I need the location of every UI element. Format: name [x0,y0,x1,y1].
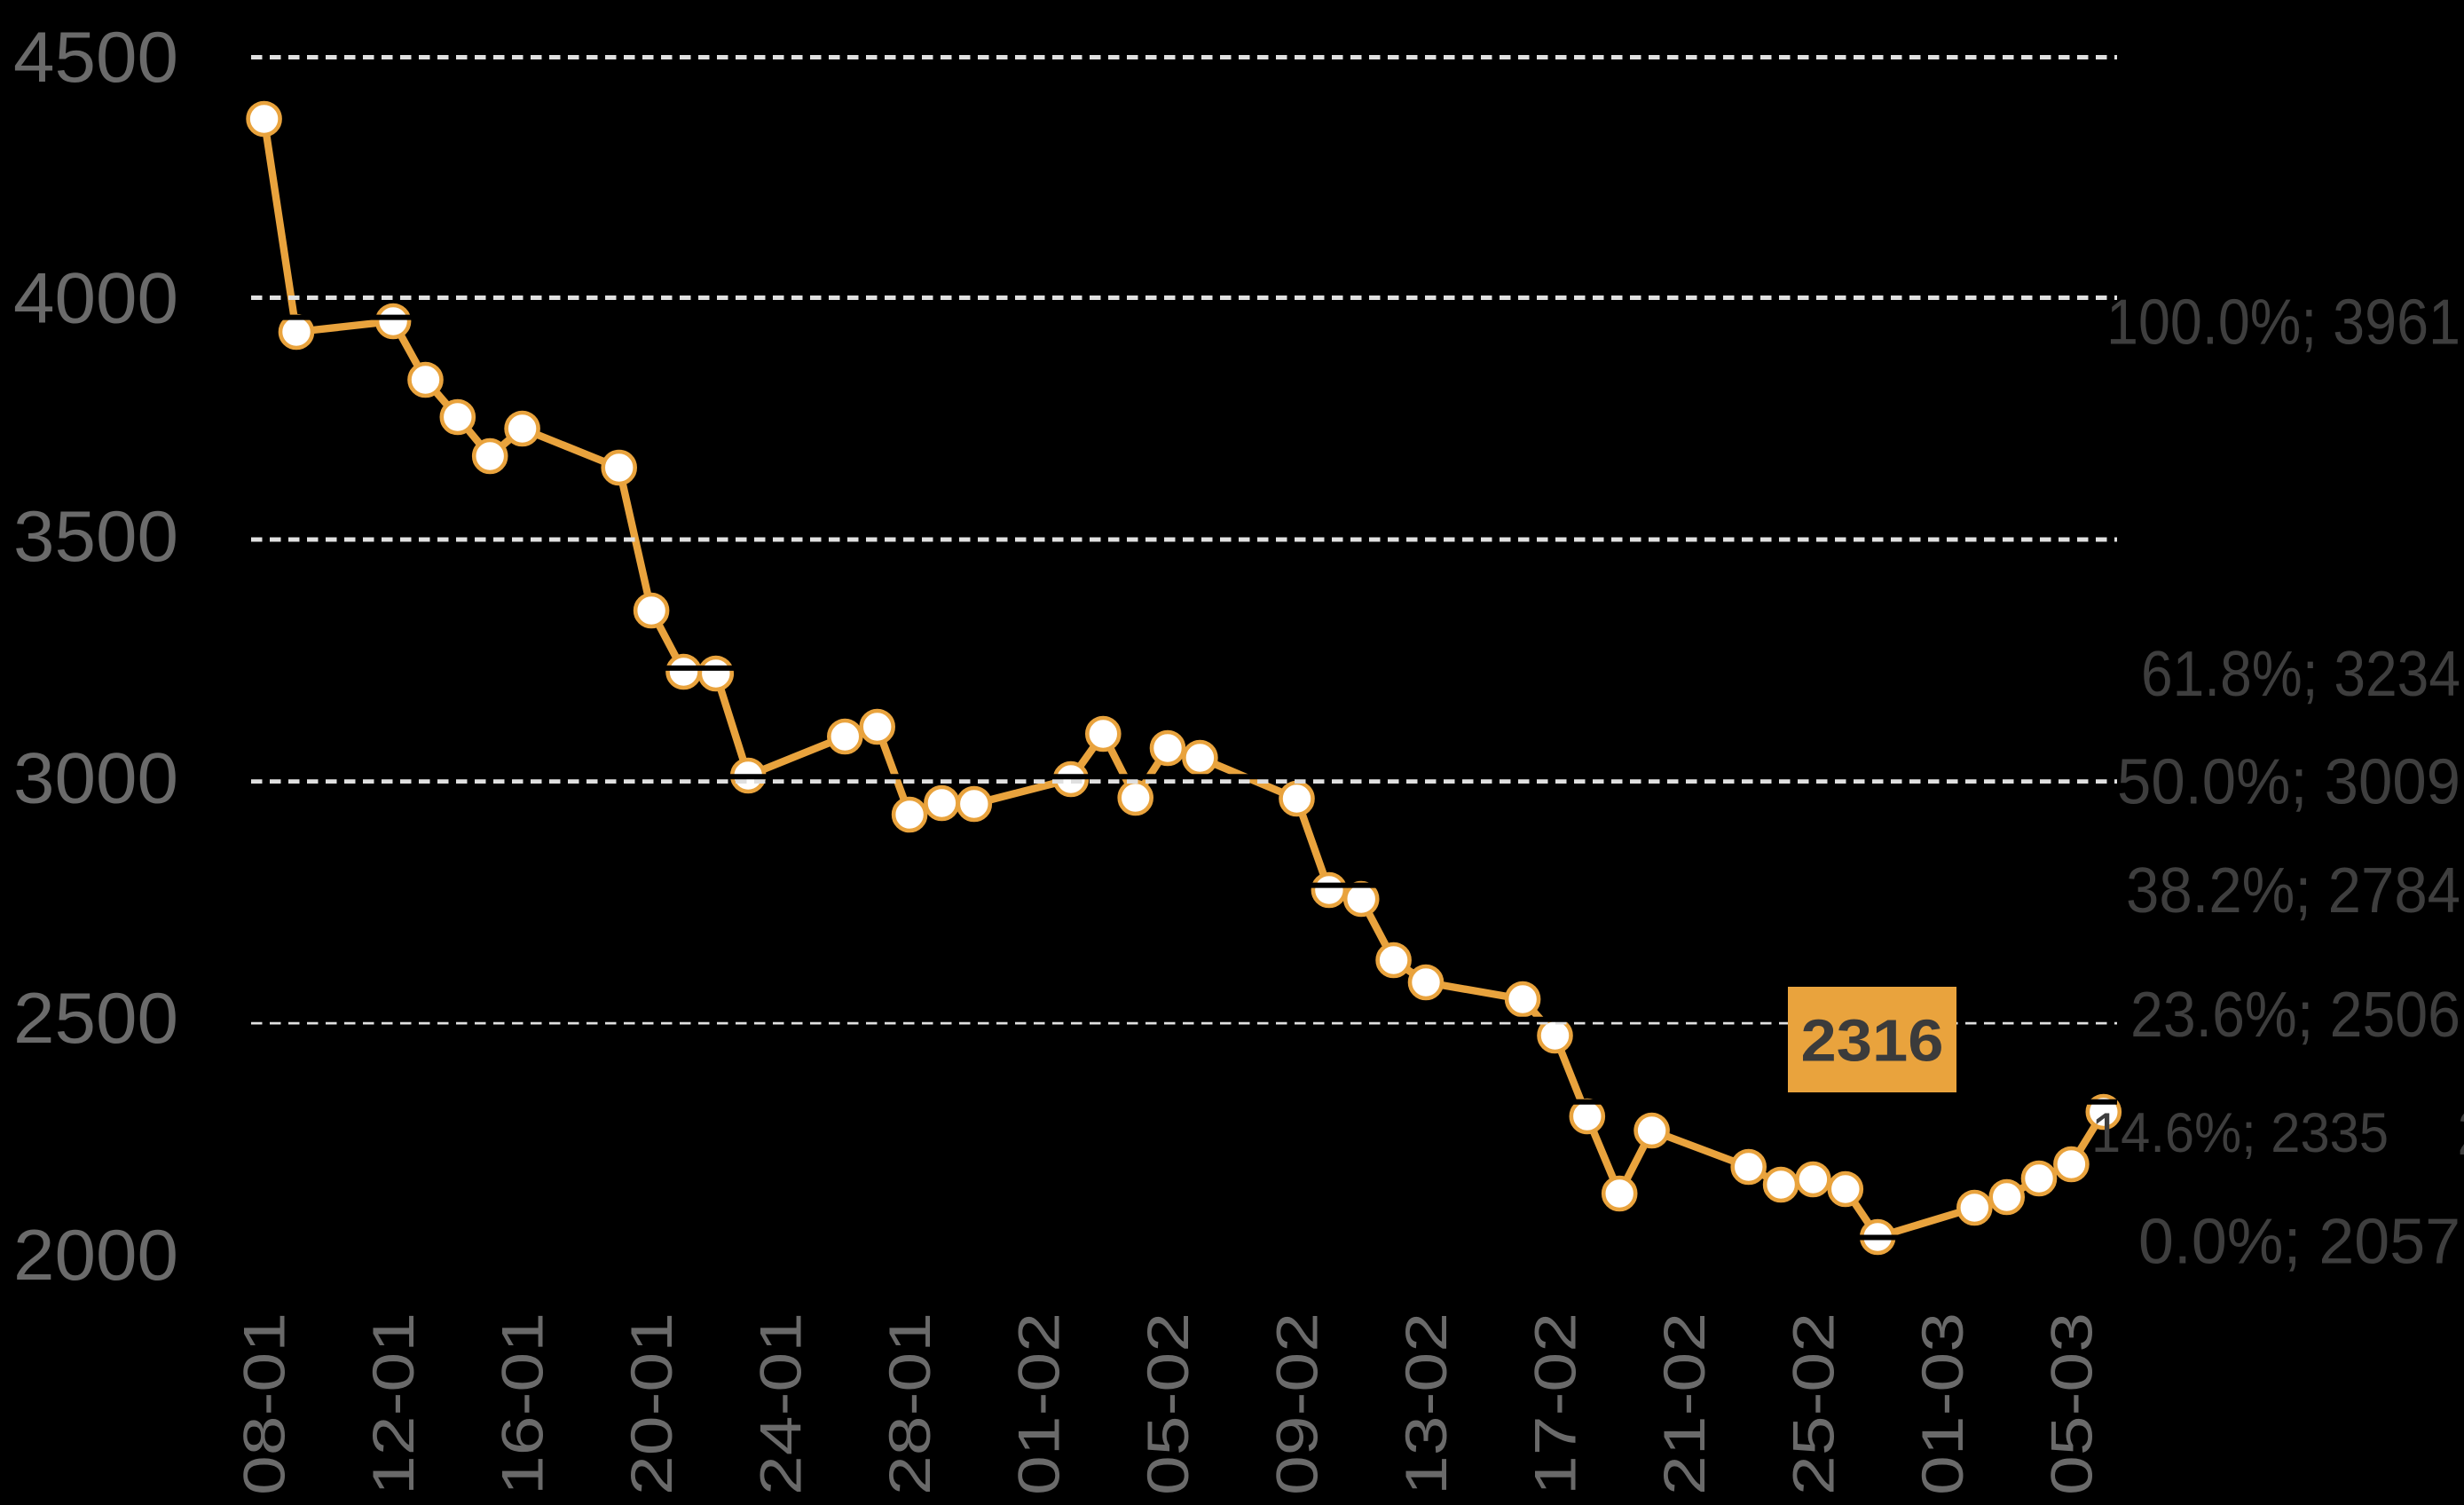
svg-text:2000: 2000 [13,1216,178,1296]
svg-text:38.2%; 2784: 38.2%; 2784 [2126,855,2460,926]
svg-text:09-02: 09-02 [1264,1312,1330,1495]
svg-text:4500: 4500 [13,18,178,98]
svg-text:50.0%; 3009: 50.0%; 3009 [2117,746,2460,817]
svg-text:01-03: 01-03 [1909,1312,1975,1495]
svg-text:2335: 2335 [2457,1098,2464,1169]
svg-text:61.8%; 3234: 61.8%; 3234 [2141,639,2460,710]
svg-text:4000: 4000 [13,259,178,339]
svg-text:28-01: 28-01 [877,1312,942,1495]
svg-text:20-01: 20-01 [618,1312,684,1495]
svg-text:13-02: 13-02 [1393,1312,1459,1495]
svg-text:05-03: 05-03 [2039,1312,2105,1495]
svg-text:05-02: 05-02 [1135,1312,1201,1495]
svg-text:3500: 3500 [13,497,178,577]
svg-text:24-01: 24-01 [748,1312,814,1495]
svg-text:14.6%; 2335: 14.6%; 2335 [2091,1102,2389,1164]
svg-text:2316: 2316 [1801,1008,1944,1075]
svg-text:21-02: 21-02 [1651,1312,1717,1495]
svg-text:17-02: 17-02 [1523,1312,1588,1495]
svg-text:16-01: 16-01 [490,1312,555,1495]
svg-text:3000: 3000 [13,739,178,819]
svg-text:2500: 2500 [13,979,178,1059]
svg-text:12-01: 12-01 [360,1312,426,1495]
svg-text:23.6%; 2506: 23.6%; 2506 [2130,980,2460,1051]
svg-text:25-02: 25-02 [1781,1312,1846,1495]
svg-text:100.0%; 3961: 100.0%; 3961 [2106,288,2460,359]
svg-text:08-01: 08-01 [232,1312,297,1495]
svg-text:01-02: 01-02 [1006,1312,1072,1495]
svg-text:0.0%; 2057: 0.0%; 2057 [2138,1206,2460,1277]
